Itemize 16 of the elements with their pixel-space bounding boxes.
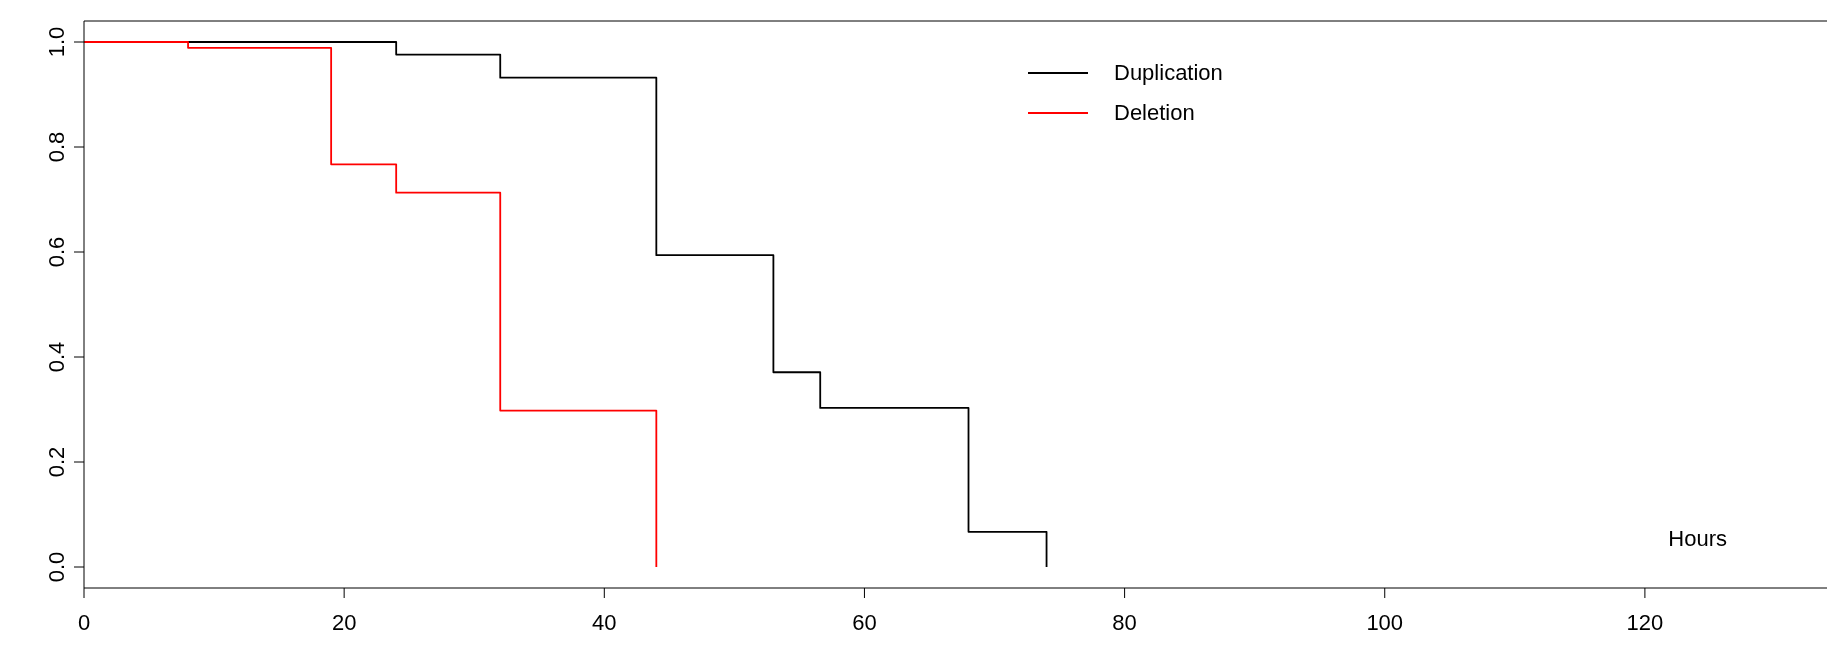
legend-label: Deletion	[1114, 99, 1195, 127]
x-tick-label: 60	[852, 609, 877, 635]
y-tick-label: 0.8	[44, 131, 69, 163]
x-tick-label: 120	[1626, 609, 1664, 635]
legend-label: Duplication	[1114, 59, 1223, 87]
x-tick-label: 100	[1366, 609, 1404, 635]
y-tick-label: 0.4	[44, 341, 69, 373]
x-tick-label: 40	[592, 609, 617, 635]
x-axis-title: Hours	[1668, 526, 1727, 552]
x-tick-label: 0	[77, 609, 91, 635]
y-tick-label: 0.6	[44, 236, 69, 268]
x-tick-label: 20	[331, 609, 357, 635]
x-tick-label: 80	[1112, 609, 1137, 635]
y-tick-label: 1.0	[44, 26, 69, 58]
y-tick-label: 0.2	[44, 446, 69, 478]
y-tick-label: 0.0	[44, 551, 69, 583]
